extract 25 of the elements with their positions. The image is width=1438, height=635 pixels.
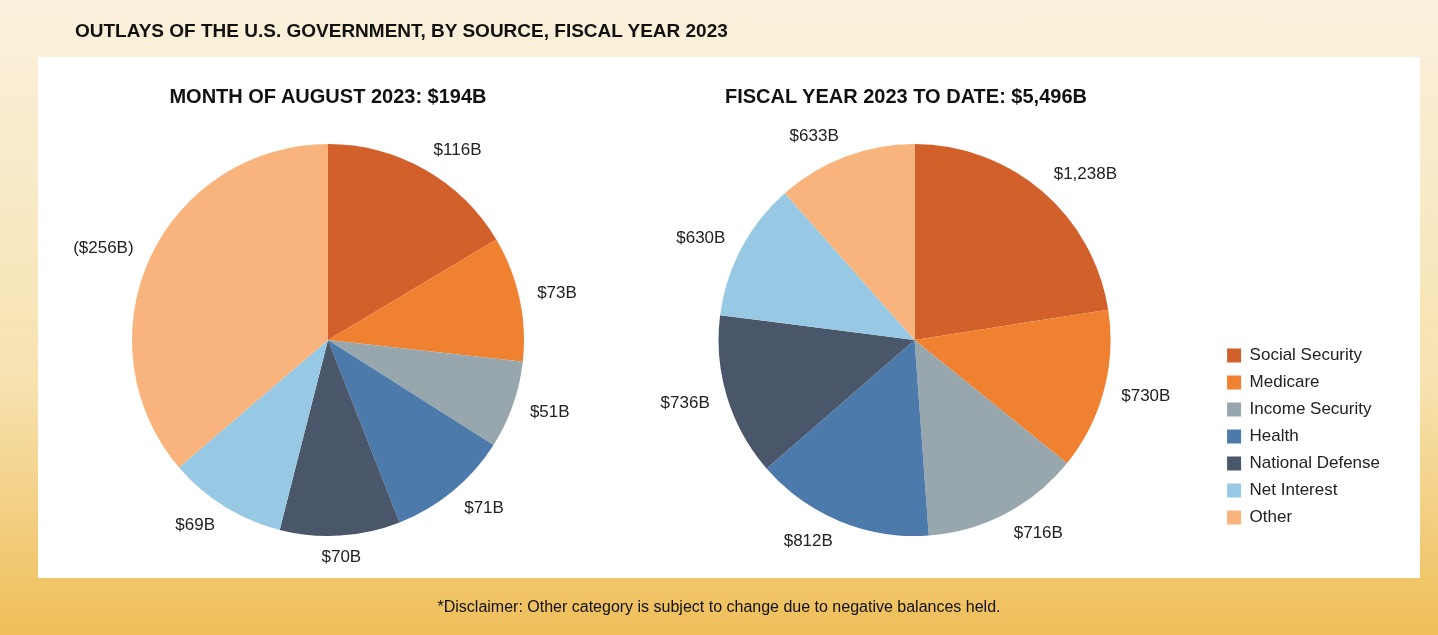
- legend-label: Income Security: [1249, 399, 1372, 419]
- legend-label: Medicare: [1249, 372, 1320, 392]
- data-label: $70B: [321, 547, 362, 567]
- data-label: $51B: [529, 402, 570, 422]
- legend-label: National Defense: [1249, 453, 1381, 473]
- data-label: $812B: [783, 531, 833, 551]
- data-label: $633B: [789, 125, 839, 145]
- data-label: $716B: [1013, 522, 1063, 542]
- data-label: $116B: [433, 140, 482, 160]
- data-label: $69B: [175, 514, 216, 534]
- chart-title: OUTLAYS OF THE U.S. GOVERNMENT, BY SOURCE, FISCAL YEAR 2023: [75, 20, 728, 42]
- legend-label: Health: [1249, 426, 1299, 446]
- text: *Disclaimer: Other category is subject to change due to negative balances held.: [436, 598, 1002, 616]
- data-label: $730B: [1121, 386, 1171, 406]
- data-label: ($256B): [73, 238, 134, 258]
- data-label: $1,238B: [1053, 164, 1118, 184]
- legend-label: Net Interest: [1249, 480, 1338, 500]
- chart-subtitle: MONTH OF AUGUST 2023: $194B: [168, 85, 488, 108]
- data-label: $73B: [537, 283, 577, 303]
- legend-label: Other: [1249, 507, 1293, 527]
- data-label: $736B: [660, 392, 710, 412]
- chart-subtitle: FISCAL YEAR 2023 TO DATE: $5,496B: [724, 85, 1088, 108]
- data-label: $630B: [676, 227, 726, 247]
- legend-label: Social Security: [1249, 345, 1363, 365]
- data-label: $71B: [464, 497, 504, 517]
